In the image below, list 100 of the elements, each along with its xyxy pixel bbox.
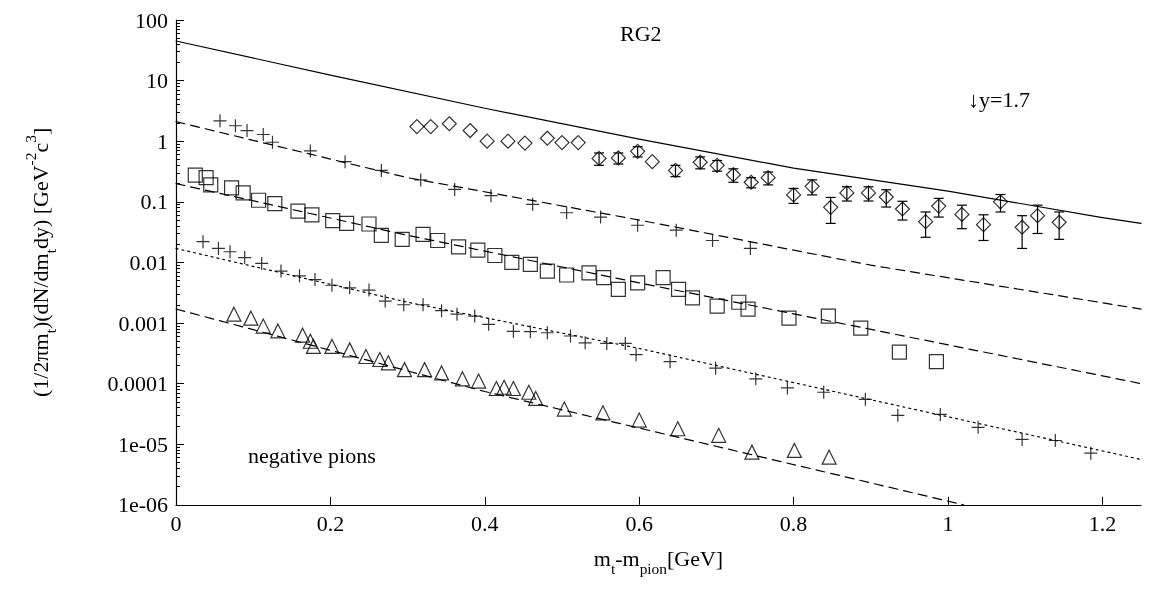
point xyxy=(781,310,797,326)
point xyxy=(302,333,318,349)
point xyxy=(539,263,555,279)
point xyxy=(450,239,467,255)
point xyxy=(374,163,389,178)
point xyxy=(304,207,320,223)
point xyxy=(559,267,575,283)
point xyxy=(684,290,701,306)
x-tick-label: 0.6 xyxy=(625,511,653,537)
point xyxy=(237,250,252,265)
point xyxy=(891,344,907,360)
point xyxy=(295,327,311,343)
point xyxy=(462,122,478,139)
point xyxy=(203,177,219,193)
point xyxy=(195,234,211,249)
point xyxy=(711,427,727,443)
point xyxy=(928,354,945,370)
point xyxy=(290,203,306,219)
point xyxy=(570,134,586,151)
point xyxy=(471,373,487,389)
point xyxy=(563,328,578,344)
point xyxy=(1029,208,1046,224)
point xyxy=(618,336,633,351)
text: (1/2πmt)(dN/dmtdy) [GeV-2c3] xyxy=(21,127,59,398)
point xyxy=(554,134,570,151)
point xyxy=(644,154,660,170)
point xyxy=(593,209,608,225)
x-tick-label: 1.2 xyxy=(1088,511,1117,537)
point xyxy=(556,401,572,417)
point xyxy=(931,198,947,214)
point xyxy=(337,154,353,169)
point xyxy=(539,130,555,146)
point xyxy=(198,170,214,186)
point xyxy=(523,324,538,339)
y-tick-label: 1 xyxy=(157,128,168,154)
point xyxy=(743,241,758,256)
point xyxy=(786,442,802,458)
y-tick-label: 1e-06 xyxy=(117,492,168,518)
point xyxy=(610,281,626,297)
point xyxy=(307,272,323,287)
point xyxy=(292,268,307,283)
point xyxy=(496,379,512,395)
point xyxy=(378,293,393,309)
point xyxy=(243,310,259,326)
point xyxy=(528,390,544,406)
point xyxy=(581,265,597,281)
point xyxy=(434,303,449,318)
point xyxy=(267,196,283,212)
point xyxy=(506,324,521,339)
point xyxy=(708,361,723,376)
point xyxy=(212,113,228,128)
point xyxy=(416,362,433,378)
point xyxy=(324,278,340,293)
point xyxy=(394,231,410,247)
point xyxy=(890,408,905,423)
point xyxy=(361,216,377,232)
point xyxy=(971,420,986,435)
annotation: negative pions xyxy=(248,442,376,468)
point xyxy=(858,392,873,407)
point xyxy=(744,444,760,460)
point xyxy=(254,256,269,271)
point xyxy=(820,308,836,324)
point xyxy=(433,365,450,381)
point xyxy=(226,306,242,322)
point xyxy=(975,217,992,233)
point xyxy=(521,384,537,400)
point xyxy=(954,206,970,222)
point xyxy=(339,215,355,232)
point xyxy=(358,348,374,365)
point xyxy=(1014,219,1030,235)
point xyxy=(748,371,763,386)
point xyxy=(821,449,837,465)
point xyxy=(380,355,396,371)
y-tick-label: 0.0001 xyxy=(107,371,168,397)
point xyxy=(396,297,411,312)
point xyxy=(441,116,457,132)
point xyxy=(187,167,203,183)
y-tick-label: 0.001 xyxy=(118,310,168,336)
y-tick-label: 1e-05 xyxy=(117,431,168,457)
point xyxy=(662,354,678,369)
point xyxy=(211,241,226,256)
point xyxy=(540,325,555,340)
point xyxy=(479,133,495,149)
point xyxy=(670,421,686,437)
point xyxy=(223,180,240,196)
point xyxy=(470,242,486,258)
point xyxy=(430,232,446,249)
point xyxy=(415,226,431,242)
x-tick-label: 0 xyxy=(170,511,182,537)
point xyxy=(373,227,389,243)
point xyxy=(655,270,671,286)
point xyxy=(481,317,496,332)
point xyxy=(709,298,725,314)
point xyxy=(487,247,503,264)
point xyxy=(305,338,322,355)
point xyxy=(1015,432,1030,447)
point xyxy=(270,323,286,339)
point xyxy=(361,282,377,298)
point xyxy=(504,254,520,270)
point xyxy=(342,280,357,295)
